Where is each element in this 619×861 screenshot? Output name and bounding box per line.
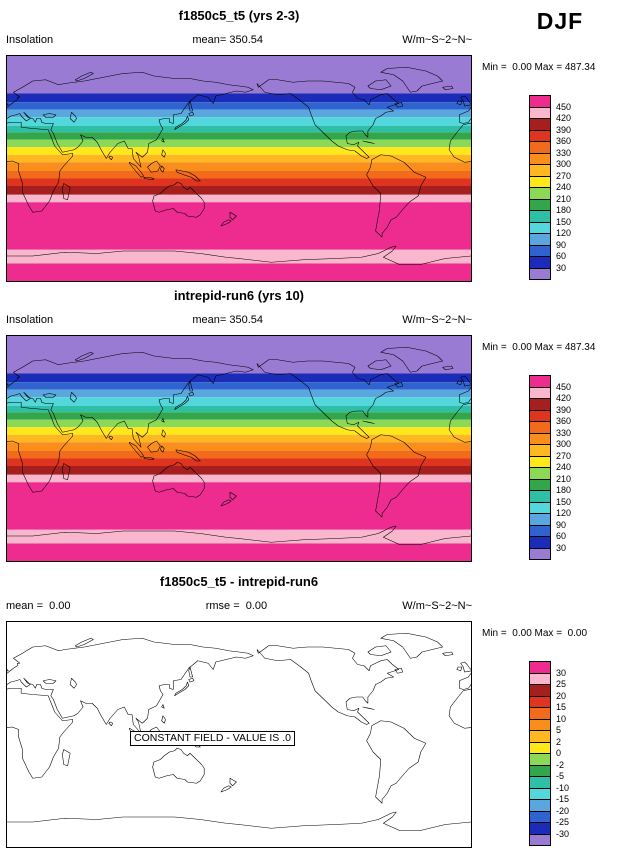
colorbar-block <box>529 833 551 846</box>
units-label: W/m~S~2~N~ <box>402 34 472 46</box>
colorbar-tick-label: 450 <box>556 381 572 392</box>
colorbar-tick-label: 180 <box>556 485 572 495</box>
colorbar-tick-label: -30 <box>556 828 570 839</box>
colorbar-tick-label: 150 <box>556 216 572 227</box>
colorbar-tick-label: 20 <box>556 690 567 701</box>
colorbar-tick-label: 300 <box>556 439 572 449</box>
colorbar-block <box>529 267 551 280</box>
colorbar-tick-label: 420 <box>556 113 572 123</box>
colorbar: 30 25 20 15 10 5 2 0 -2 -5 -10 -15 -20 -25 -30 <box>529 661 593 846</box>
panel-subheader: mean = 0.00 rmse = 0.00 W/m~S~2~N~ <box>6 600 472 612</box>
panel-title: f1850c5_t5 - intrepid-run6 <box>159 574 319 589</box>
band-layer <box>7 56 471 281</box>
colorbar-tick-label: 10 <box>556 713 567 724</box>
colorbar-tick-label: 390 <box>556 124 572 135</box>
mean-label: mean= 350.54 <box>192 314 264 326</box>
field-label: Insolation <box>6 314 54 326</box>
mean-label: mean= 350.54 <box>192 34 264 46</box>
panel-subheader: Insolation mean= 350.54 W/m~S~2~N~ <box>6 314 472 326</box>
colorbar-tick-label: 150 <box>556 496 572 507</box>
colorbar-tick-label: 270 <box>556 170 572 181</box>
units-label: W/m~S~2~N~ <box>402 314 472 326</box>
colorbar-tick-label: 90 <box>556 519 567 530</box>
colorbar-tick-label: 420 <box>556 393 572 403</box>
panel-model2: intrepid-run6 (yrs 10) Insolation mean= … <box>0 280 619 572</box>
colorbar-tick-label: 390 <box>556 404 572 415</box>
colorbar-tick-label: 30 <box>556 542 567 553</box>
panel-title: intrepid-run6 (yrs 10) <box>173 288 305 303</box>
colorbar: 450 420 390 360 330 300 270 240 210 180 150 120 90 60… <box>529 95 593 280</box>
panel-difference: f1850c5_t5 - intrepid-run6 mean = 0.00 r… <box>0 566 619 858</box>
colorbar-block <box>529 547 551 560</box>
colorbar-tick-label: 30 <box>556 262 567 273</box>
colorbar-tick-label: 270 <box>556 450 572 461</box>
mean-label: mean = 0.00 <box>6 600 71 612</box>
colorbar-tick-label: -10 <box>556 782 570 793</box>
colorbar-tick-label: -25 <box>556 817 570 827</box>
colorbar-tick-label: -2 <box>556 759 565 770</box>
colorbar-tick-label: 360 <box>556 136 572 146</box>
colorbar-tick-label: 240 <box>556 182 572 192</box>
constant-field-annotation: CONSTANT FIELD - VALUE IS .0 <box>130 731 295 746</box>
panel-model1: f1850c5_t5 (yrs 2-3) Insolation mean= 35… <box>0 0 619 292</box>
colorbar-tick-label: 240 <box>556 462 572 472</box>
panel-subheader: Insolation mean= 350.54 W/m~S~2~N~ <box>6 34 472 46</box>
colorbar: 450 420 390 360 330 300 270 240 210 180 150 120 90 60… <box>529 375 593 560</box>
minmax-label: Min = 0.00 Max = 0.00 <box>482 628 588 639</box>
colorbar-tick-label: 210 <box>556 473 572 484</box>
minmax-label: Min = 0.00 Max = 487.34 <box>482 342 596 353</box>
colorbar-tick-label: 450 <box>556 101 572 112</box>
colorbar-tick-label: 30 <box>556 667 567 678</box>
rmse-label: rmse = 0.00 <box>205 600 268 612</box>
units-label: W/m~S~2~N~ <box>402 600 472 612</box>
colorbar-tick-label: 0 <box>556 748 562 758</box>
colorbar-tick-label: 330 <box>556 147 572 158</box>
colorbar-tick-label: -15 <box>556 794 570 804</box>
minmax-label: Min = 0.00 Max = 487.34 <box>482 62 596 73</box>
colorbar-tick-label: 180 <box>556 205 572 215</box>
colorbar-tick-label: 120 <box>556 508 572 518</box>
panel-title: f1850c5_t5 (yrs 2-3) <box>178 8 300 23</box>
colorbar-tick-label: 60 <box>556 531 567 541</box>
map-model1 <box>6 55 472 282</box>
colorbar-tick-label: 360 <box>556 416 572 426</box>
colorbar-tick-label: 90 <box>556 239 567 250</box>
colorbar-tick-label: 210 <box>556 193 572 204</box>
colorbar-tick-label: 330 <box>556 427 572 438</box>
colorbar-tick-label: 15 <box>556 702 567 712</box>
map-model2 <box>6 335 472 562</box>
colorbar-tick-label: 5 <box>556 725 562 735</box>
season-label: DJF <box>536 8 584 34</box>
colorbar-tick-label: 60 <box>556 251 567 261</box>
colorbar-tick-label: -20 <box>556 805 570 816</box>
band-layer <box>7 336 471 561</box>
field-label: Insolation <box>6 34 54 46</box>
colorbar-tick-label: 25 <box>556 679 567 689</box>
colorbar-tick-label: -5 <box>556 771 565 781</box>
colorbar-tick-label: 120 <box>556 228 572 238</box>
colorbar-tick-label: 2 <box>556 736 562 747</box>
colorbar-tick-label: 300 <box>556 159 572 169</box>
